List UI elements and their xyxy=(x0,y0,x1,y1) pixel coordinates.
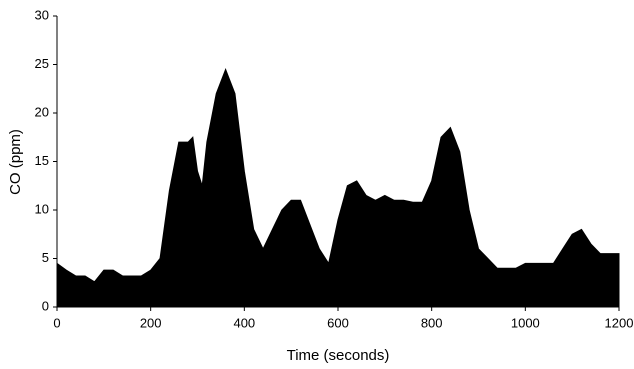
y-tick-label: 20 xyxy=(35,104,49,119)
x-tick-label: 0 xyxy=(53,315,60,330)
y-tick-label: 0 xyxy=(42,298,49,313)
y-tick-label: 5 xyxy=(42,250,49,265)
y-tick-label: 30 xyxy=(35,7,49,22)
x-axis-label: Time (seconds) xyxy=(287,347,390,364)
y-tick-label: 15 xyxy=(35,153,49,168)
x-tick-label: 800 xyxy=(421,315,443,330)
y-tick-label: 10 xyxy=(35,201,49,216)
x-tick-label: 200 xyxy=(140,315,162,330)
area xyxy=(56,67,620,308)
x-tick-label: 600 xyxy=(327,315,349,330)
y-axis-label: CO (ppm) xyxy=(7,129,24,195)
x-tick-label: 400 xyxy=(233,315,255,330)
y-tick-label: 25 xyxy=(35,56,49,71)
x-tick-label: 1200 xyxy=(605,315,634,330)
x-tick-label: 1000 xyxy=(511,315,540,330)
